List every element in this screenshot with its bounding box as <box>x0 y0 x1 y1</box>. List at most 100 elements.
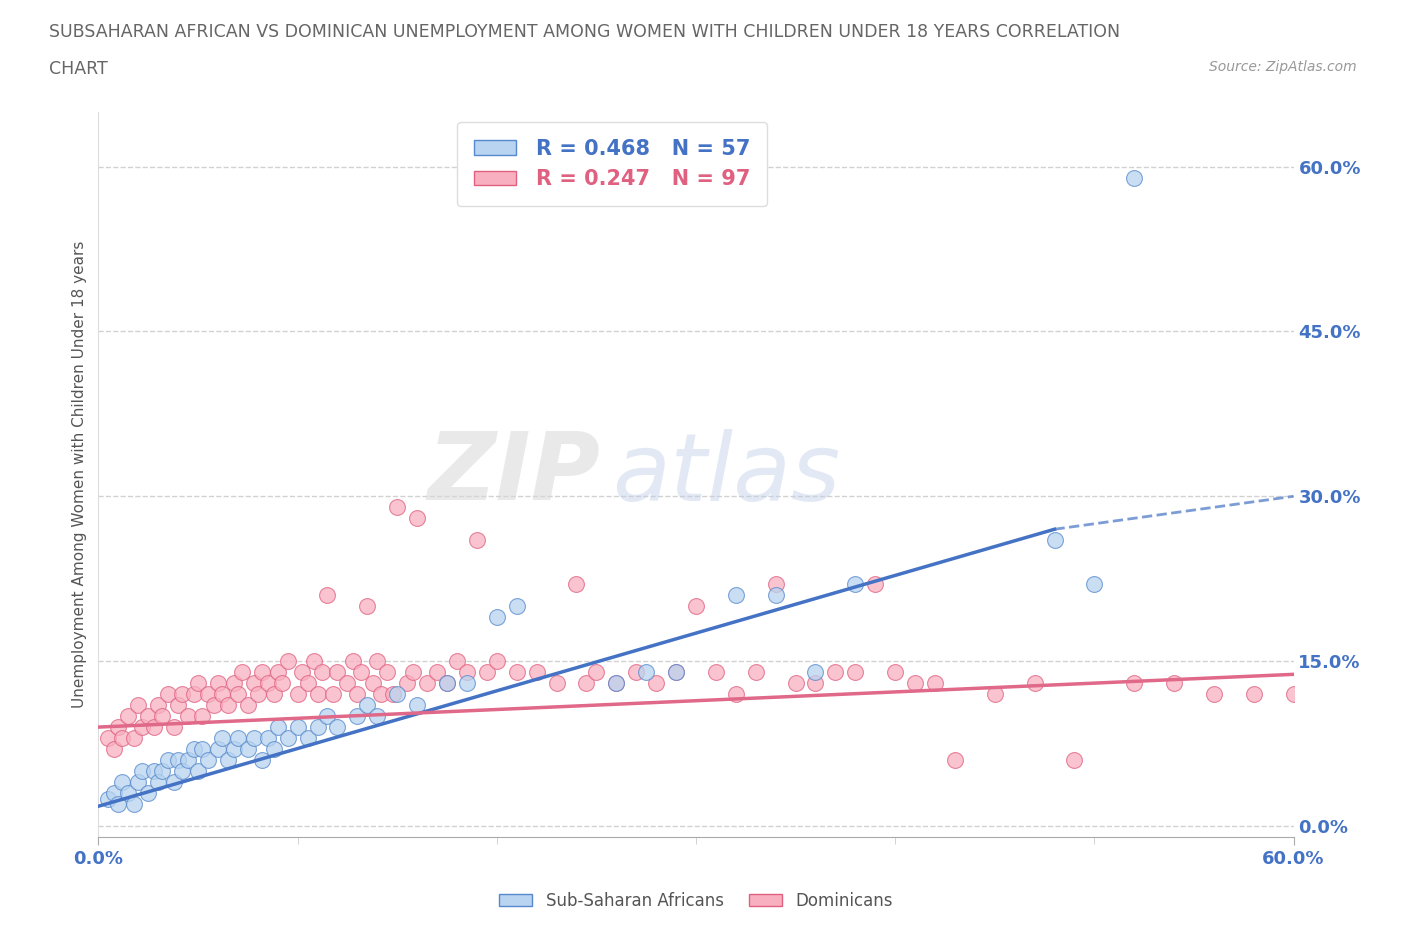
Point <box>107 797 129 812</box>
Y-axis label: Unemployment Among Women with Children Under 18 years: Unemployment Among Women with Children U… <box>72 241 87 708</box>
Point <box>124 731 146 746</box>
Point <box>177 709 200 724</box>
Point <box>665 665 688 680</box>
Point <box>191 741 214 756</box>
Point <box>187 764 209 778</box>
Point <box>187 676 209 691</box>
Text: ZIP: ZIP <box>427 429 600 520</box>
Point <box>363 676 385 691</box>
Point <box>207 676 229 691</box>
Point <box>157 752 180 767</box>
Point <box>1063 752 1085 767</box>
Point <box>157 686 180 701</box>
Point <box>226 686 249 701</box>
Point <box>287 686 309 701</box>
Point <box>1202 686 1225 701</box>
Point <box>844 665 866 680</box>
Point <box>645 676 668 691</box>
Point <box>865 577 887 591</box>
Point <box>211 686 233 701</box>
Point <box>277 654 299 669</box>
Point <box>297 676 319 691</box>
Point <box>426 665 449 680</box>
Point <box>287 720 309 735</box>
Point <box>217 752 239 767</box>
Point <box>111 775 134 790</box>
Point <box>131 764 153 778</box>
Point <box>148 775 170 790</box>
Point <box>506 599 529 614</box>
Point <box>172 764 194 778</box>
Point <box>326 720 349 735</box>
Point <box>436 676 458 691</box>
Point <box>370 686 392 701</box>
Point <box>243 676 266 691</box>
Point <box>107 720 129 735</box>
Point <box>256 676 278 691</box>
Point <box>97 791 120 806</box>
Point <box>270 676 292 691</box>
Point <box>163 720 186 735</box>
Point <box>326 665 349 680</box>
Legend: Sub-Saharan Africans, Dominicans: Sub-Saharan Africans, Dominicans <box>492 885 900 917</box>
Point <box>506 665 529 680</box>
Point <box>943 752 966 767</box>
Point <box>167 752 190 767</box>
Point <box>804 665 827 680</box>
Point <box>626 665 648 680</box>
Point <box>202 698 225 712</box>
Point <box>605 676 627 691</box>
Point <box>250 752 273 767</box>
Point <box>1243 686 1265 701</box>
Point <box>465 533 488 548</box>
Point <box>636 665 658 680</box>
Point <box>366 654 388 669</box>
Point <box>475 665 498 680</box>
Point <box>526 665 548 680</box>
Point <box>824 665 846 680</box>
Point <box>148 698 170 712</box>
Point <box>226 731 249 746</box>
Text: Source: ZipAtlas.com: Source: ZipAtlas.com <box>1209 60 1357 74</box>
Point <box>406 698 429 712</box>
Point <box>1163 676 1185 691</box>
Point <box>277 731 299 746</box>
Point <box>685 599 707 614</box>
Point <box>236 698 259 712</box>
Point <box>127 698 149 712</box>
Point <box>1123 676 1146 691</box>
Point <box>1083 577 1105 591</box>
Point <box>485 654 508 669</box>
Point <box>322 686 344 701</box>
Point <box>316 709 339 724</box>
Point <box>456 665 478 680</box>
Point <box>385 499 409 514</box>
Point <box>844 577 866 591</box>
Point <box>575 676 598 691</box>
Point <box>117 786 139 801</box>
Point <box>350 665 373 680</box>
Point <box>103 786 125 801</box>
Point <box>127 775 149 790</box>
Point <box>382 686 405 701</box>
Point <box>402 665 425 680</box>
Point <box>356 599 378 614</box>
Point <box>124 797 146 812</box>
Point <box>167 698 190 712</box>
Point <box>406 511 429 525</box>
Point <box>117 709 139 724</box>
Point <box>665 665 688 680</box>
Point <box>704 665 727 680</box>
Point <box>356 698 378 712</box>
Text: SUBSAHARAN AFRICAN VS DOMINICAN UNEMPLOYMENT AMONG WOMEN WITH CHILDREN UNDER 18 : SUBSAHARAN AFRICAN VS DOMINICAN UNEMPLOY… <box>49 23 1121 41</box>
Point <box>765 588 787 603</box>
Point <box>263 741 285 756</box>
Point <box>745 665 768 680</box>
Point <box>366 709 388 724</box>
Point <box>143 720 166 735</box>
Point <box>342 654 364 669</box>
Point <box>1282 686 1305 701</box>
Point <box>217 698 239 712</box>
Point <box>904 676 927 691</box>
Point <box>297 731 319 746</box>
